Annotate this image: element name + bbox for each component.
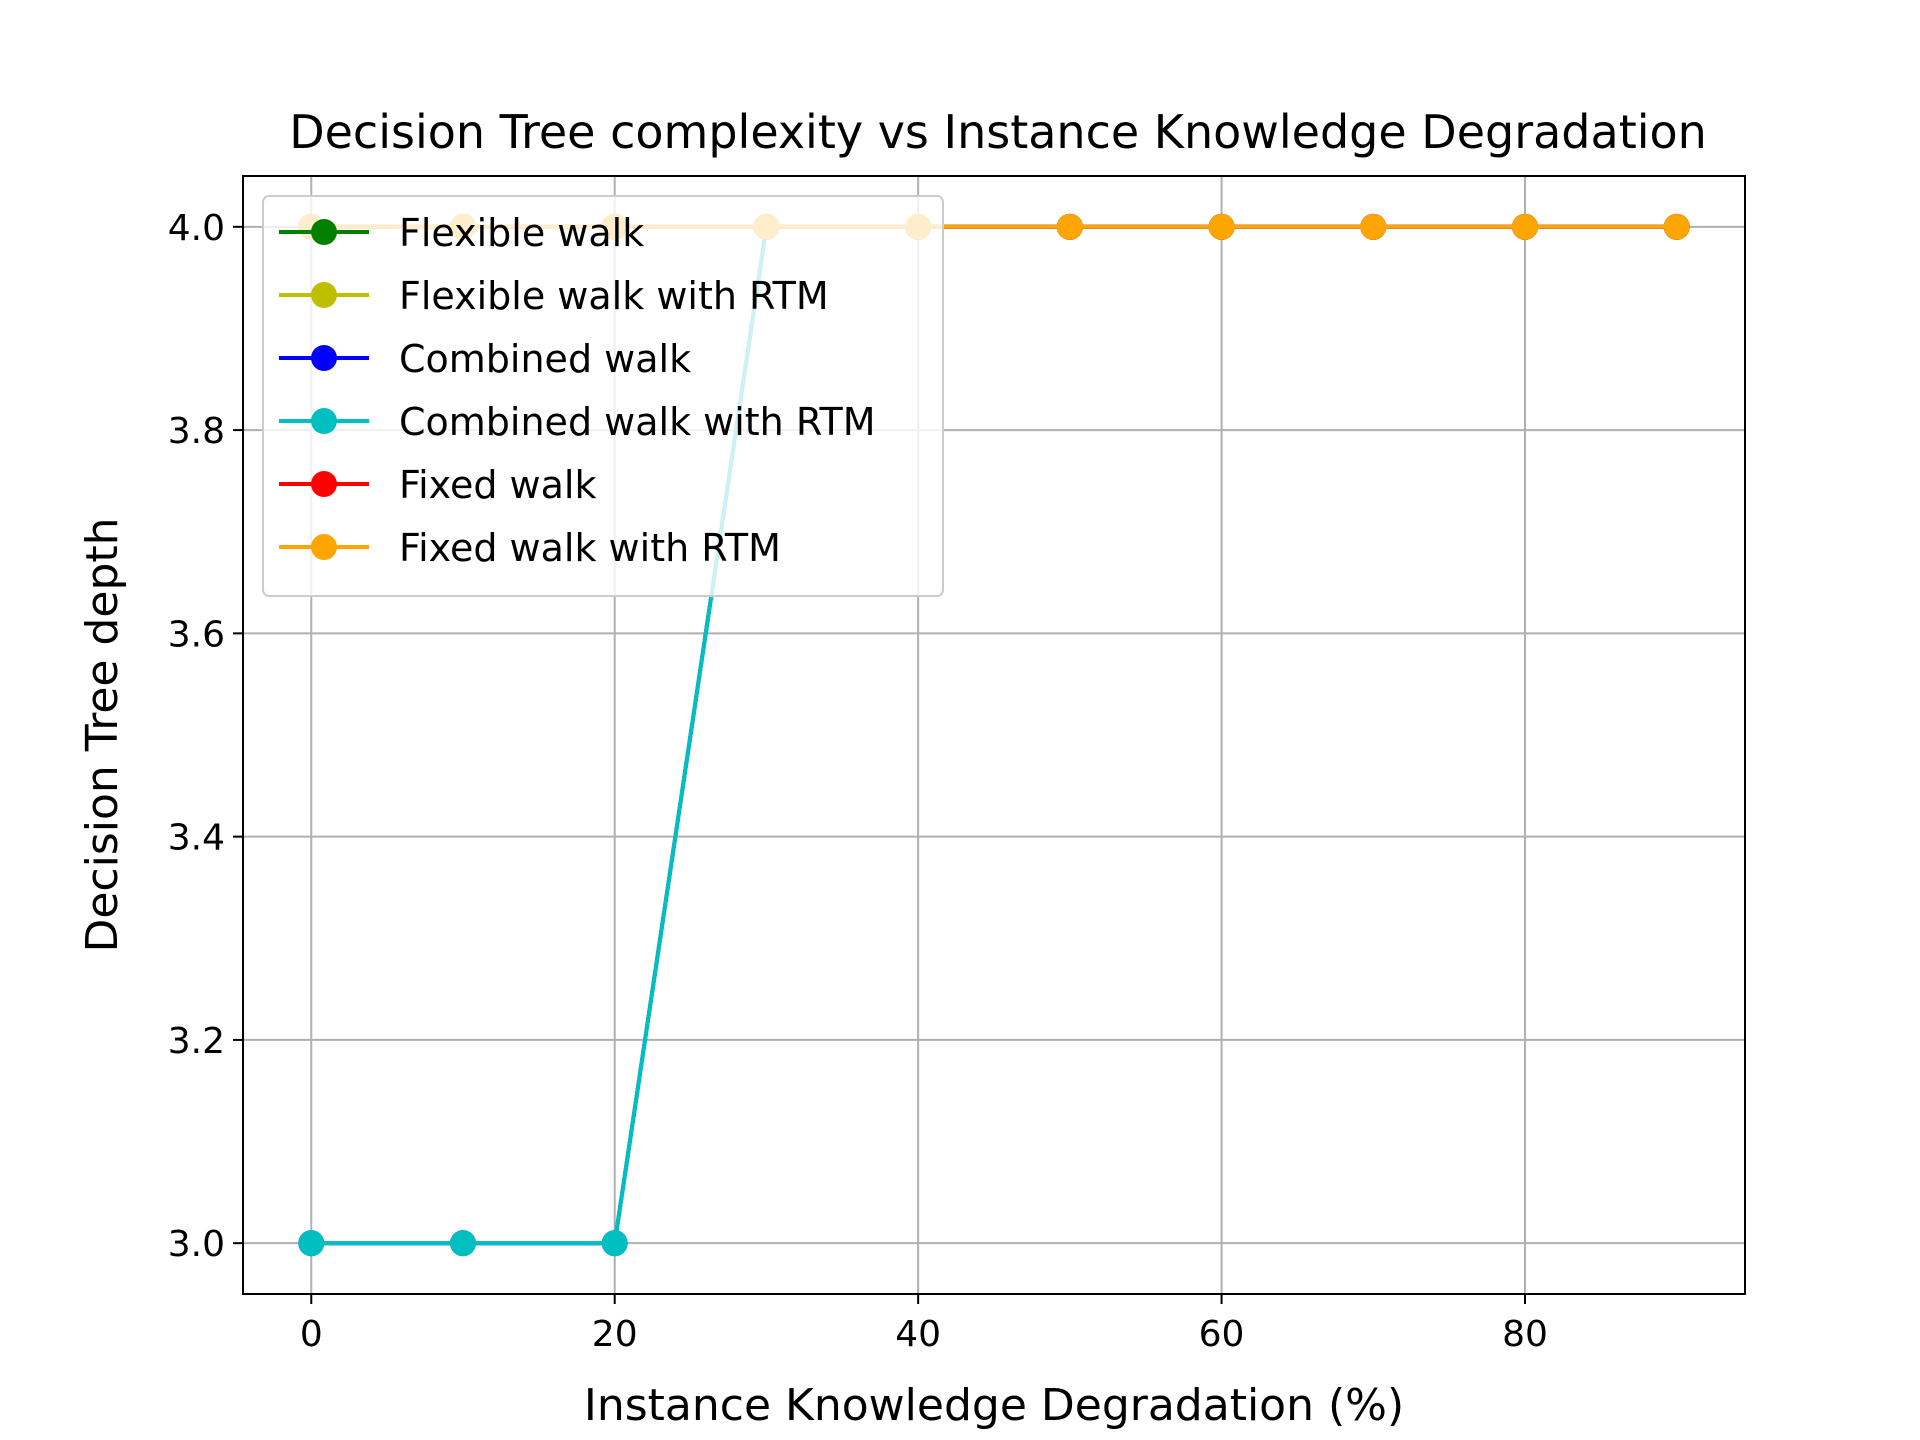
data-point bbox=[1512, 213, 1539, 240]
legend-marker bbox=[311, 282, 337, 308]
x-tick-label: 0 bbox=[300, 1314, 323, 1355]
legend-marker bbox=[311, 345, 337, 371]
legend-label: Fixed walk bbox=[399, 463, 596, 507]
data-point bbox=[298, 1230, 325, 1257]
data-point bbox=[1056, 213, 1083, 240]
x-tick-label: 80 bbox=[1502, 1314, 1548, 1355]
y-axis-label: Decision Tree depth bbox=[77, 517, 128, 952]
y-tick-label: 3.8 bbox=[168, 411, 225, 452]
x-axis-label: Instance Knowledge Degradation (%) bbox=[584, 1380, 1404, 1431]
legend-marker bbox=[311, 534, 337, 560]
data-point bbox=[1663, 213, 1690, 240]
legend-label: Flexible walk bbox=[399, 211, 644, 255]
legend: Flexible walk Flexible walk with RTM Combi… bbox=[262, 195, 944, 597]
plot-frame bbox=[242, 175, 1746, 1295]
legend-marker bbox=[311, 219, 337, 245]
y-tick-label: 4.0 bbox=[168, 208, 225, 249]
x-tick-label: 60 bbox=[1199, 1314, 1245, 1355]
legend-marker bbox=[311, 408, 337, 434]
data-point bbox=[1360, 213, 1387, 240]
y-tick-label: 3.6 bbox=[168, 614, 225, 655]
data-point bbox=[601, 1230, 628, 1257]
legend-marker bbox=[311, 471, 337, 497]
legend-label: Flexible walk with RTM bbox=[399, 274, 829, 318]
x-tick-label: 40 bbox=[895, 1314, 941, 1355]
y-tick-label: 3.2 bbox=[168, 1021, 225, 1062]
data-point bbox=[449, 1230, 476, 1257]
data-point bbox=[1208, 213, 1235, 240]
legend-box bbox=[262, 195, 944, 597]
axis-ticks: 0 20 40 60 80 3.0 3.2 3.4 3.6 3.8 4.0 bbox=[168, 208, 1548, 1355]
chart-title: Decision Tree complexity vs Instance Kno… bbox=[289, 105, 1707, 159]
legend-label: Fixed walk with RTM bbox=[399, 526, 781, 570]
legend-label: Combined walk bbox=[399, 337, 691, 381]
y-tick-label: 3.4 bbox=[168, 818, 225, 859]
x-tick-label: 20 bbox=[592, 1314, 638, 1355]
y-tick-label: 3.0 bbox=[168, 1224, 225, 1265]
legend-label: Combined walk with RTM bbox=[399, 400, 875, 444]
